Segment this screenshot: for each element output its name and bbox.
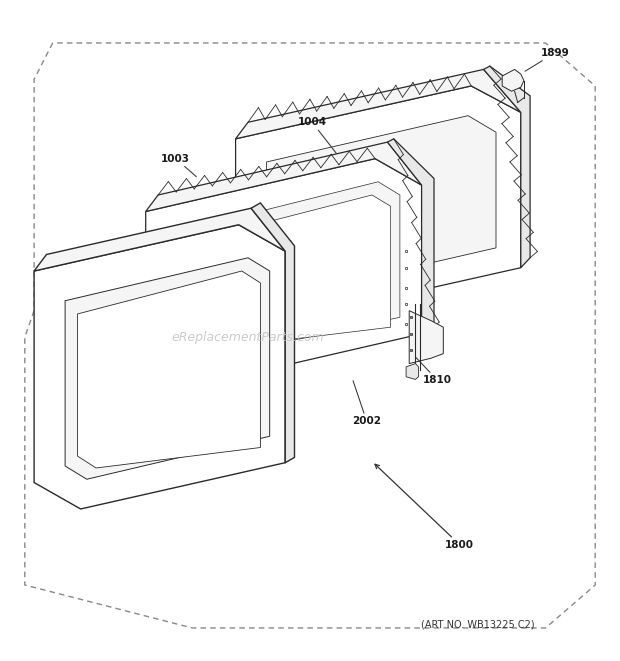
Text: 1800: 1800 xyxy=(375,464,474,550)
Polygon shape xyxy=(484,66,530,268)
Polygon shape xyxy=(236,86,521,321)
Polygon shape xyxy=(34,208,285,271)
Polygon shape xyxy=(388,139,434,334)
Polygon shape xyxy=(65,258,270,479)
Text: eReplacementParts.com: eReplacementParts.com xyxy=(172,330,324,344)
Polygon shape xyxy=(146,159,422,387)
Text: 1899: 1899 xyxy=(525,48,569,71)
Polygon shape xyxy=(34,225,285,509)
Polygon shape xyxy=(78,271,260,468)
Polygon shape xyxy=(146,142,422,212)
Polygon shape xyxy=(180,182,400,360)
Polygon shape xyxy=(236,69,521,139)
Polygon shape xyxy=(251,203,294,463)
Text: 1003: 1003 xyxy=(161,153,197,176)
Polygon shape xyxy=(267,116,496,294)
Text: 1810: 1810 xyxy=(416,358,452,385)
Text: (ART NO. WB13225 C2): (ART NO. WB13225 C2) xyxy=(420,619,534,630)
Text: 1004: 1004 xyxy=(298,117,336,153)
Polygon shape xyxy=(192,195,391,349)
Polygon shape xyxy=(406,364,419,379)
Polygon shape xyxy=(502,69,524,91)
Text: 2002: 2002 xyxy=(352,381,381,426)
Polygon shape xyxy=(409,311,443,364)
